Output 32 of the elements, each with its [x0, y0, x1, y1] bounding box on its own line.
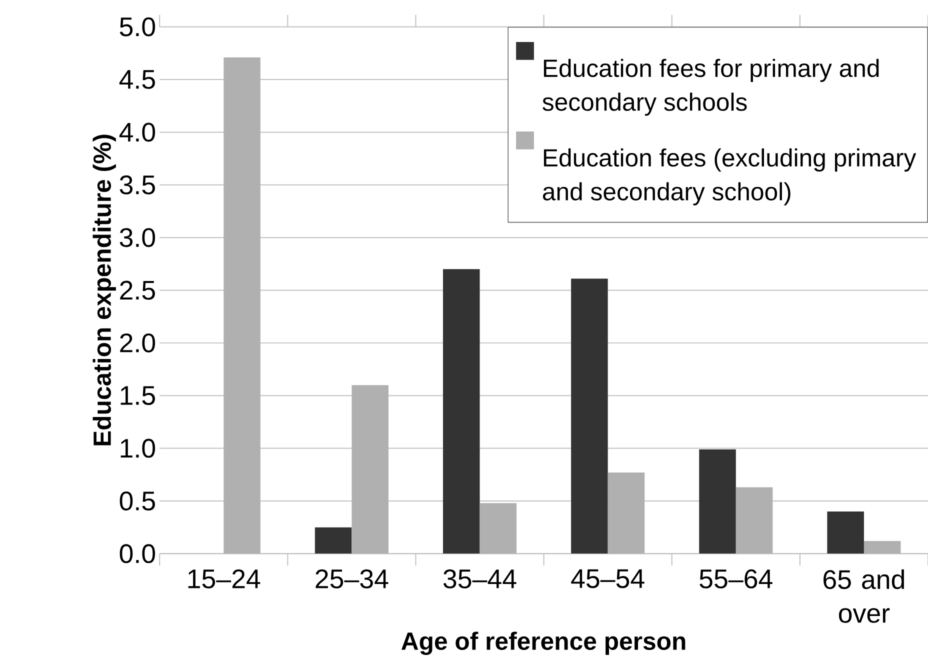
x-tick-label: 15–24 [188, 569, 260, 588]
y-tick-label: 2.0 [120, 333, 156, 352]
x-tick-label: 35–44 [443, 569, 516, 588]
bar [736, 487, 773, 554]
bar [608, 472, 645, 554]
x-axis-title: Age of reference person [401, 632, 686, 655]
x-tick-label: 65 and over [824, 569, 904, 623]
y-tick-label: 1.5 [120, 386, 155, 406]
x-tick-label: 45–54 [571, 569, 644, 588]
bar [571, 278, 608, 554]
legend-label: Education fees for primary and secondary schools [542, 58, 879, 116]
y-tick-label: 0.5 [120, 492, 155, 511]
y-tick-label: 2.5 [120, 280, 155, 300]
bar [442, 269, 480, 554]
y-tick-label: 4.0 [119, 122, 156, 142]
bar [827, 512, 864, 554]
x-tick-label: 25–34 [316, 569, 388, 588]
y-tick-label: 5.0 [120, 17, 156, 36]
bar [314, 527, 352, 554]
x-tick-label: 55–64 [700, 569, 772, 588]
bar [224, 57, 260, 554]
y-tick-label: 0.0 [120, 544, 156, 564]
bar [352, 385, 388, 554]
y-tick-label: 1.0 [120, 438, 156, 458]
bar [864, 541, 901, 554]
legend-label: Education fees (excluding primary and secondary school) [542, 148, 916, 206]
bar [699, 449, 736, 554]
y-tick-label: 4.5 [119, 70, 155, 89]
y-axis-title: Education expenditure (%) [92, 134, 116, 446]
bar [480, 503, 517, 554]
y-tick-label: 3.0 [120, 228, 156, 248]
y-tick-label: 3.5 [120, 175, 155, 194]
